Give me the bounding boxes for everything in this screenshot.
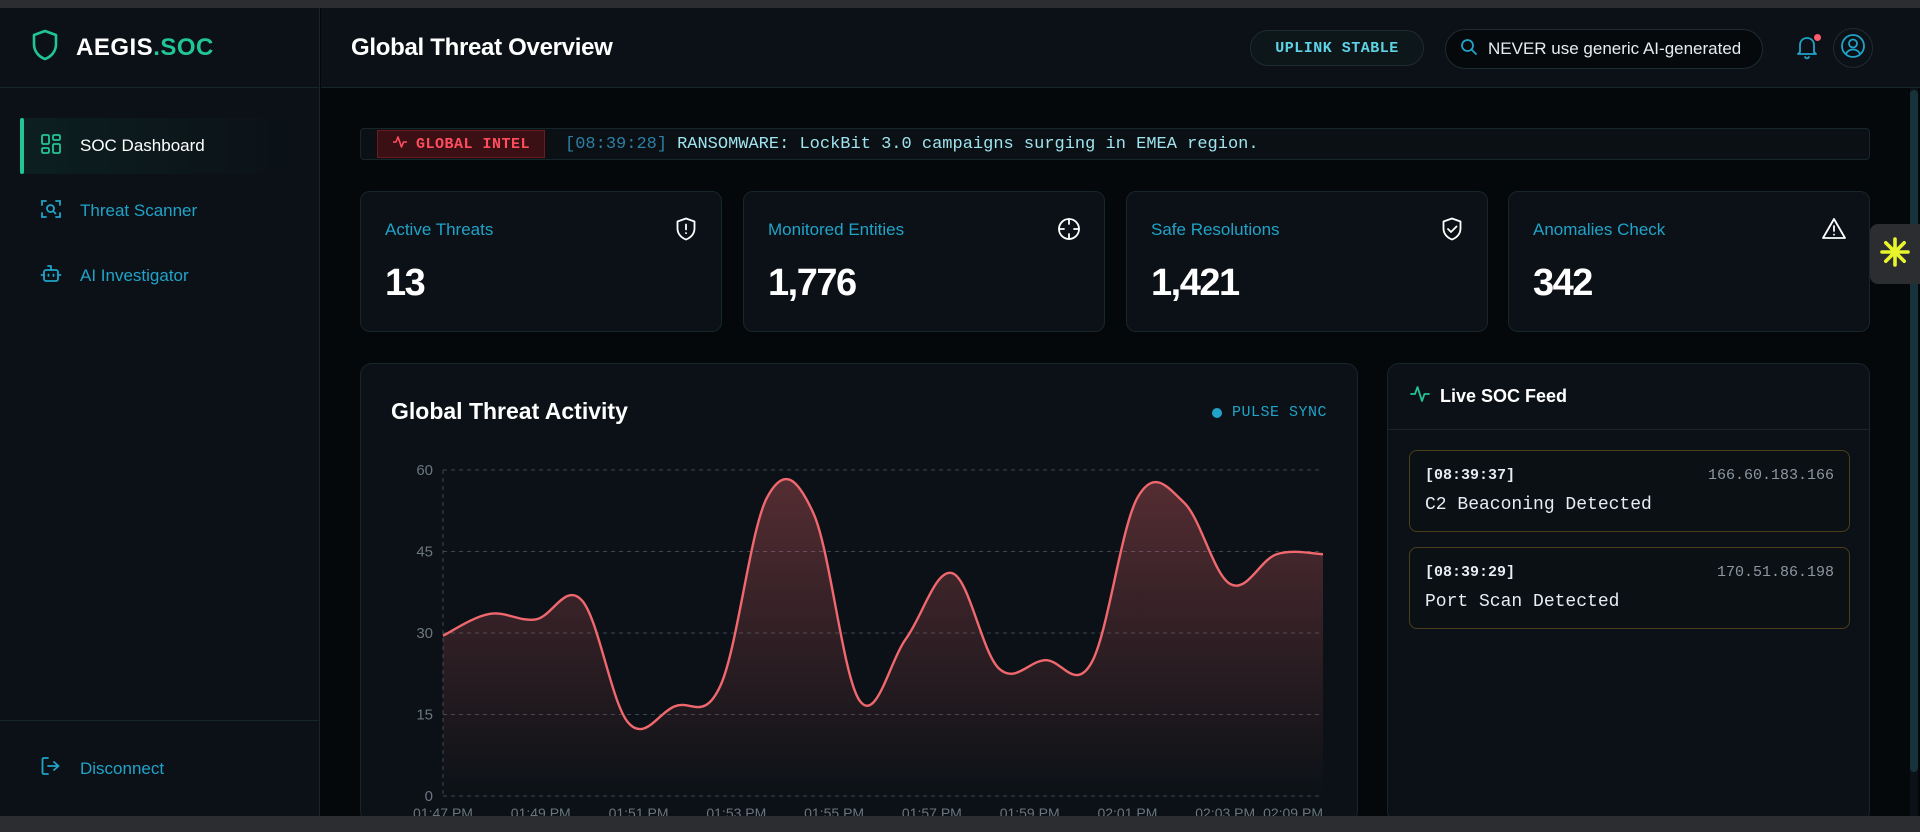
activity-icon <box>1410 385 1430 408</box>
brand-logo[interactable]: AEGIS.SOC <box>0 8 319 88</box>
user-circle-icon <box>1840 33 1866 64</box>
warning-icon <box>1821 216 1847 242</box>
feed-title: Live SOC Feed <box>1440 386 1568 406</box>
top-header: Global Threat Overview UPLINK STABLE <box>321 8 1920 88</box>
crosshair-icon <box>1056 216 1082 242</box>
feed-item-time: [08:39:37] <box>1425 467 1516 484</box>
stat-card-monitored-entities: Monitored Entities 1,776 <box>743 191 1105 332</box>
stat-value: 13 <box>385 262 426 304</box>
chart-y-tick-label: 0 <box>425 788 433 805</box>
feed-header: Live SOC Feed <box>1388 364 1869 430</box>
global-intel-ticker: GLOBAL INTEL [08:39:28] RANSOMWARE: Lock… <box>360 128 1870 160</box>
bell-icon <box>1795 37 1819 64</box>
ticker-message: RANSOMWARE: LockBit 3.0 campaigns surgin… <box>677 134 1259 154</box>
feed-item-ip: 170.51.86.198 <box>1716 564 1834 581</box>
user-profile-button[interactable] <box>1833 28 1873 68</box>
logout-icon <box>40 755 62 782</box>
sidebar-item-label: AI Investigator <box>80 266 189 285</box>
chart-y-tick-label: 15 <box>416 707 433 724</box>
stat-value: 1,776 <box>768 262 857 304</box>
live-soc-feed-card: Live SOC Feed [08:39:37] 166.60.183.166 … <box>1387 363 1870 823</box>
asterisk-icon <box>1879 236 1911 273</box>
sidebar-item-threat-scanner[interactable]: Threat Scanner <box>20 183 301 239</box>
notification-dot <box>1814 34 1821 41</box>
stat-card-anomalies-check: Anomalies Check 342 <box>1508 191 1870 332</box>
sidebar-item-soc-dashboard[interactable]: SOC Dashboard <box>20 118 301 174</box>
ticker-timestamp: [08:39:28] <box>565 134 668 154</box>
search-bar[interactable] <box>1445 29 1763 69</box>
feed-item-ip: 166.60.183.166 <box>1707 467 1834 484</box>
disconnect-button[interactable]: Disconnect <box>0 720 319 816</box>
sidebar-item-label: Threat Scanner <box>80 201 198 220</box>
chart-title: Global Threat Activity <box>391 398 628 424</box>
intel-badge-label: GLOBAL INTEL <box>416 135 531 153</box>
window-bottom-edge <box>0 816 1920 832</box>
stat-label: Monitored Entities <box>768 220 905 239</box>
disconnect-label: Disconnect <box>80 758 165 778</box>
stat-value: 1,421 <box>1151 262 1240 304</box>
global-intel-badge: GLOBAL INTEL <box>377 130 546 158</box>
scrollbar-thumb[interactable] <box>1910 90 1918 772</box>
global-threat-activity-card: Global Threat Activity PULSE SYNC 0 15 30 4… <box>360 363 1358 823</box>
stat-value: 342 <box>1533 262 1593 304</box>
stat-label: Anomalies Check <box>1533 220 1666 239</box>
sidebar-item-ai-investigator[interactable]: AI Investigator <box>20 248 301 304</box>
shield-check-icon <box>1439 216 1465 242</box>
feed-item-event: C2 Beaconing Detected <box>1425 495 1652 515</box>
stat-card-active-threats: Active Threats 13 <box>360 191 722 332</box>
chart-y-tick-label: 45 <box>416 544 433 561</box>
stat-card-safe-resolutions: Safe Resolutions 1,421 <box>1126 191 1488 332</box>
feed-item-time: [08:39:29] <box>1425 564 1516 581</box>
bot-icon <box>40 263 62 290</box>
shield-logo-icon <box>32 29 58 66</box>
notifications-button[interactable] <box>1795 34 1823 62</box>
chart-area-fill <box>443 479 1323 796</box>
uplink-status-badge: UPLINK STABLE <box>1250 30 1424 66</box>
page-title: Global Threat Overview <box>351 33 613 61</box>
extension-widget[interactable] <box>1870 224 1920 284</box>
stat-label: Safe Resolutions <box>1151 220 1280 239</box>
chart-y-tick-label: 60 <box>416 462 433 479</box>
grid-icon <box>40 133 62 160</box>
sidebar: AEGIS.SOC SOC Dashboard T <box>0 8 320 816</box>
shield-alert-icon <box>673 216 699 242</box>
sidebar-nav: SOC Dashboard Threat Scanner <box>0 88 319 304</box>
search-input[interactable] <box>1488 39 1740 59</box>
pulse-sync-label: PULSE SYNC <box>1231 404 1327 421</box>
activity-icon <box>392 135 408 154</box>
feed-item[interactable]: [08:39:37] 166.60.183.166 C2 Beaconing D… <box>1409 450 1850 532</box>
pulse-sync-indicator: PULSE SYNC <box>1211 404 1327 421</box>
feed-item-event: Port Scan Detected <box>1425 592 1620 612</box>
chart-y-tick-label: 30 <box>416 625 433 642</box>
window-top-edge <box>0 0 1920 8</box>
chart-series-line <box>442 477 1324 731</box>
brand-name: AEGIS.SOC <box>76 33 214 61</box>
scan-icon <box>40 198 62 225</box>
sidebar-item-label: SOC Dashboard <box>80 136 205 155</box>
search-icon <box>1460 38 1478 61</box>
stat-label: Active Threats <box>385 220 494 239</box>
pulse-dot-icon <box>1211 407 1222 418</box>
feed-item[interactable]: [08:39:29] 170.51.86.198 Port Scan Detec… <box>1409 547 1850 629</box>
